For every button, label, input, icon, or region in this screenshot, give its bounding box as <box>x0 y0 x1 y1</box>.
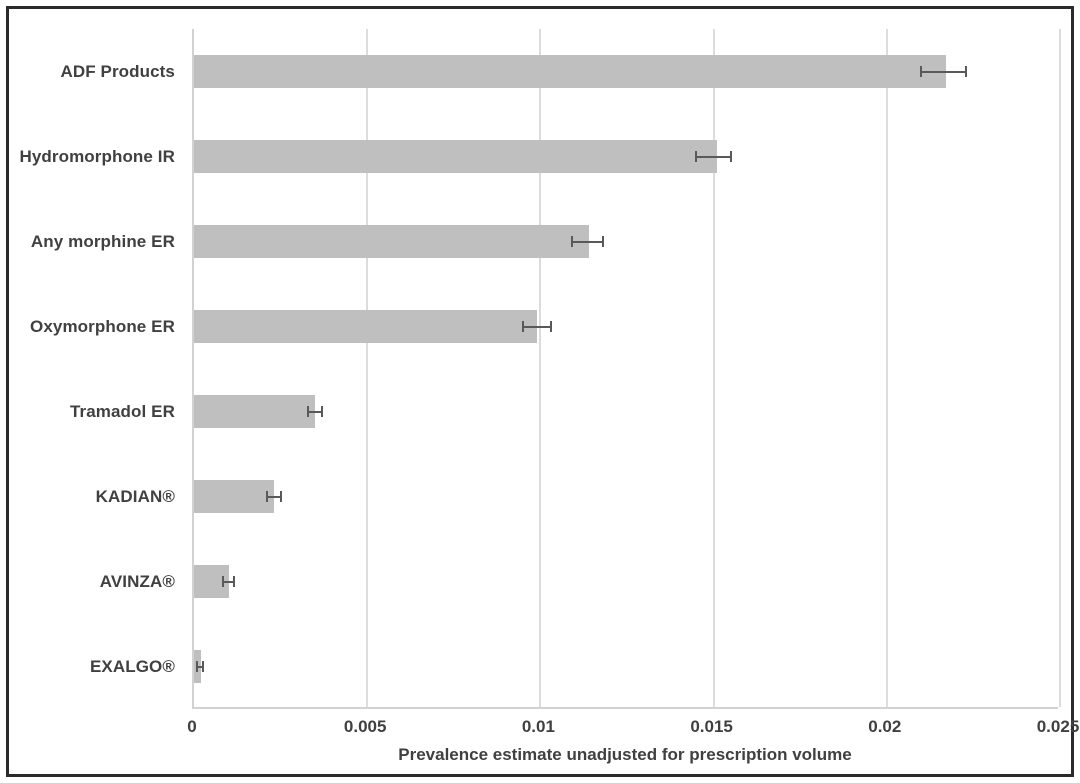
gridline-x-0.015 <box>712 29 715 707</box>
error-bar <box>266 495 281 498</box>
category-label: EXALGO® <box>89 656 175 676</box>
category-label: Oxymorphone ER <box>30 316 175 336</box>
chart-border: ADF Products Hydromorphone IR Any morphine… <box>6 6 1079 777</box>
plot-area <box>192 29 1061 709</box>
bar <box>194 480 274 513</box>
x-tick-label: 0.005 <box>343 717 387 736</box>
category-label: KADIAN® <box>95 486 175 506</box>
error-bar-cap <box>695 151 698 162</box>
bar <box>194 395 316 428</box>
error-bar-cap <box>729 151 732 162</box>
x-tick-label: 0.01 <box>521 717 555 736</box>
error-bar-cap <box>920 66 923 77</box>
error-bar-cap <box>570 236 573 247</box>
category-label: Hydromorphone IR <box>19 146 175 166</box>
error-bar <box>523 325 551 328</box>
error-bar-cap <box>307 406 310 417</box>
gridline-x-0.025 <box>1059 29 1061 707</box>
error-bar <box>921 70 967 73</box>
error-bar <box>197 665 203 668</box>
y-axis-category-labels: ADF Products Hydromorphone IR Any morphine… <box>9 29 175 709</box>
error-bar-cap <box>196 661 199 672</box>
error-bar-cap <box>265 491 268 502</box>
error-bar <box>696 155 731 158</box>
error-bar-cap <box>965 66 968 77</box>
error-bar <box>223 580 234 583</box>
x-tick-label: 0.025 <box>1036 717 1080 736</box>
gridline-x-0.01 <box>539 29 542 707</box>
error-bar-cap <box>601 236 604 247</box>
category-label: ADF Products <box>60 61 175 81</box>
error-bar <box>571 240 603 243</box>
error-bar-cap <box>321 406 324 417</box>
bar <box>194 225 589 258</box>
gridline-x-0.02 <box>885 29 888 707</box>
bar <box>194 310 537 343</box>
category-label: AVINZA® <box>99 571 175 591</box>
error-bar-cap <box>232 576 235 587</box>
bar <box>194 140 718 173</box>
error-bar <box>308 410 323 413</box>
error-bar-cap <box>222 576 225 587</box>
category-label: Any morphine ER <box>30 231 175 251</box>
gridline-x-0.005 <box>366 29 369 707</box>
x-axis-title: Prevalence estimate unadjusted for presc… <box>398 745 852 764</box>
category-label: Tramadol ER <box>69 401 175 421</box>
x-tick-label: 0.015 <box>690 717 733 736</box>
x-axis-tick-labels: 0 0.005 0.01 0.015 0.02 0.025 <box>9 9 1079 774</box>
error-bar-cap <box>522 321 525 332</box>
error-bar-cap <box>279 491 282 502</box>
x-tick-label: 0.02 <box>868 717 902 736</box>
error-bar-cap <box>201 661 204 672</box>
error-bar-cap <box>549 321 552 332</box>
bar <box>194 55 946 88</box>
x-tick-label: 0 <box>187 717 197 736</box>
